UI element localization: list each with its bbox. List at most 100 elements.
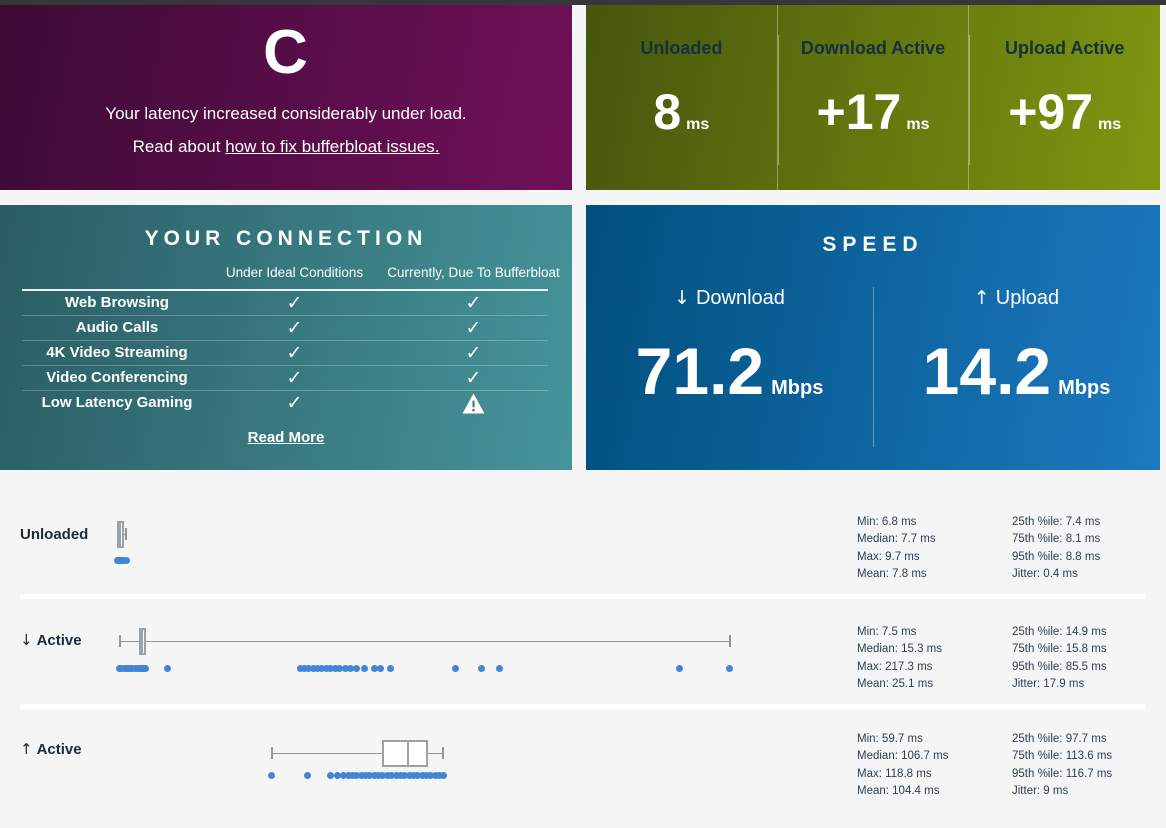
connection-row-label: Low Latency Gaming [41, 394, 193, 411]
row-separator [20, 594, 1146, 599]
check-icon: ✓ [286, 367, 303, 389]
stat-line: Max: 9.7 ms [857, 550, 920, 563]
connection-table-row: Video Conferencing ✓ ✓ [22, 366, 548, 390]
latency-upload-label: Upload Active [1005, 38, 1125, 58]
scatter-dot [314, 664, 322, 672]
down-arrow-icon: ↓ [674, 287, 690, 309]
down-arrow-icon: ↓ [20, 631, 33, 649]
stats-column-2: 25th %ile: 14.9 ms 75th %ile: 15.8 ms 95th… [1012, 624, 1107, 693]
boxplot-whisker-cap [118, 635, 121, 647]
connection-table-row: Web Browsing ✓ ✓ [22, 291, 548, 315]
upload-speed-column: ↑ Upload 14.2 Mbps [873, 287, 1160, 421]
boxplot-box [382, 740, 429, 767]
stat-line: 75th %ile: 8.1 ms [1012, 533, 1101, 546]
scatter-dot [370, 664, 378, 672]
ideal-conditions-cell: ✓ [212, 291, 377, 315]
stat-line: 25th %ile: 97.7 ms [1012, 733, 1107, 745]
stat-line: Mean: 104.4 ms [857, 784, 940, 797]
row-divider [22, 390, 548, 391]
boxplot-median-line [141, 628, 144, 655]
latency-download-unit: ms [906, 116, 930, 133]
connection-row-label: Video Conferencing [46, 369, 188, 386]
scatter-dot [341, 664, 349, 672]
scatter-dot [392, 771, 400, 779]
scatter-dot [309, 664, 317, 672]
ideal-conditions-cell: ✓ [212, 391, 377, 415]
connection-table-header: Under Ideal Conditions Currently, Due To… [22, 265, 560, 289]
header-ideal-conditions: Under Ideal Conditions [225, 265, 364, 280]
stat-line: Min: 59.7 ms [857, 733, 923, 745]
latency-unloaded-label: Unloaded [640, 38, 723, 58]
scatter-dot [360, 664, 368, 672]
stat-line: 95th %ile: 8.8 ms [1012, 550, 1101, 563]
stat-line: Median: 15.3 ms [857, 643, 943, 656]
header-separator [22, 289, 548, 291]
row-divider [22, 340, 548, 341]
scatter-dot [164, 664, 172, 672]
ideal-conditions-cell: ✓ [212, 316, 377, 340]
grade-description-line2: Read about how to fix bufferbloat issues… [132, 137, 440, 156]
stat-line: Max: 118.8 ms [857, 767, 932, 780]
check-icon: ✓ [465, 342, 482, 364]
latency-chart-row-download-active: ↓ Active Min: 7.5 ms Median: 15.3 ms Max: 21… [0, 599, 1166, 704]
boxplot-whisker-cap [442, 747, 445, 759]
scatter-dot [439, 771, 447, 779]
scatter-dot [676, 664, 684, 672]
fix-bufferbloat-link[interactable]: how to fix bufferbloat issues. [225, 137, 440, 156]
check-icon: ✓ [286, 342, 303, 364]
upload-label: ↑ Upload [973, 287, 1060, 309]
stat-line: 75th %ile: 113.6 ms [1012, 750, 1113, 763]
stat-line: 25th %ile: 14.9 ms [1012, 626, 1107, 638]
scatter-dot [303, 771, 311, 779]
scatter-dot [362, 771, 370, 779]
scatter-dot [366, 771, 374, 779]
scatter-dot [386, 664, 394, 672]
stats-column-2: 25th %ile: 7.4 ms 75th %ile: 8.1 ms 95th %… [1012, 514, 1100, 583]
read-more-link[interactable]: Read More [247, 429, 325, 446]
scatter-dot [318, 664, 326, 672]
scatter-dot [478, 664, 486, 672]
scatter-dot [335, 664, 343, 672]
currently-bufferbloat-cell [377, 391, 570, 415]
scatter-dot [348, 771, 356, 779]
warning-icon [462, 392, 485, 414]
scatter-dot [370, 771, 378, 779]
latency-upload-unit: ms [1098, 116, 1122, 133]
latency-chart-row-unloaded: Unloaded Min: 6.8 ms Median: 7.7 ms Max: 9.… [0, 470, 1166, 594]
upload-speed-value: 14.2 Mbps [922, 334, 1111, 408]
latency-summary-panel: Unloaded 8 ms Download Active +17 ms Uploa… [586, 5, 1160, 190]
boxplot-whisker-cap [728, 635, 731, 647]
scatter-dot [495, 664, 503, 672]
scatter-dot [396, 771, 404, 779]
scatter-dot [347, 664, 355, 672]
scatter-dot [357, 771, 365, 779]
scatter-dot [383, 771, 391, 779]
stat-line: 25th %ile: 7.4 ms [1012, 516, 1101, 528]
scatter-dot [376, 664, 384, 672]
chart-label: Unloaded [20, 526, 89, 543]
stat-line: Median: 106.7 ms [857, 750, 949, 763]
stat-line: Jitter: 17.9 ms [1012, 677, 1085, 690]
scatter-dot [375, 771, 383, 779]
stat-line: Mean: 7.8 ms [857, 567, 927, 580]
scatter-dot [726, 664, 734, 672]
latency-download-value: +17 ms [816, 84, 930, 140]
ideal-conditions-cell: ✓ [212, 341, 377, 365]
check-icon: ✓ [286, 392, 303, 414]
stats-column-2: 25th %ile: 97.7 ms 75th %ile: 113.6 ms 95t… [1012, 731, 1112, 800]
latency-upload-column: Upload Active +97 ms [968, 5, 1160, 190]
stat-line: Max: 217.3 ms [857, 660, 933, 673]
scatter-dot [423, 771, 431, 779]
scatter-dot [418, 771, 426, 779]
connection-panel: YOUR CONNECTION Under Ideal Conditions C… [0, 205, 572, 470]
header-currently-bufferbloat: Currently, Due To Bufferbloat [387, 265, 560, 280]
upload-speed-unit: Mbps [1058, 377, 1111, 399]
stat-line: Mean: 25.1 ms [857, 677, 934, 690]
grade-panel: C Your latency increased considerably un… [0, 5, 572, 190]
up-arrow-icon: ↑ [20, 740, 33, 758]
connection-row-label: Audio Calls [75, 319, 159, 336]
stats-column-1: Min: 7.5 ms Median: 15.3 ms Max: 217.3 ms M… [857, 624, 942, 693]
scatter-dot [388, 771, 396, 779]
latency-chart-row-upload-active: ↑ Active Min: 59.7 ms Median: 106.7 ms Max: … [0, 709, 1166, 828]
scatter-dot [353, 771, 361, 779]
